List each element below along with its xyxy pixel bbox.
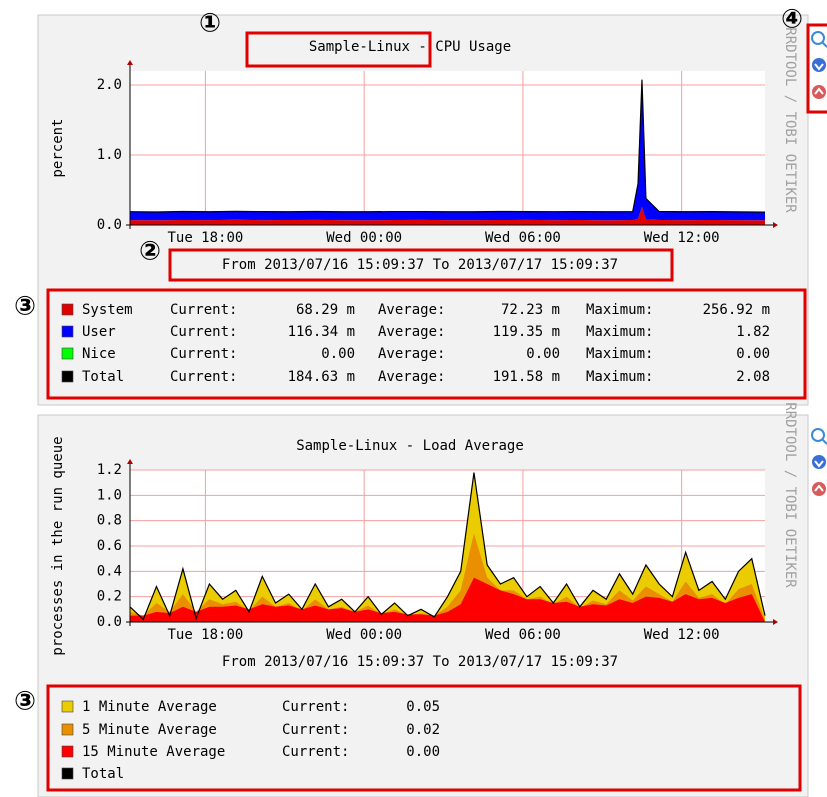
annotation-marker: ① <box>199 9 221 39</box>
move-up-icon[interactable] <box>812 482 826 496</box>
stat-value: 0.00 <box>526 346 560 362</box>
stat-label: Current: <box>170 369 237 385</box>
stat-value: 191.58 m <box>493 369 560 385</box>
x-tick-label: Wed 06:00 <box>485 230 561 246</box>
x-tick-label: Wed 12:00 <box>644 627 720 643</box>
legend-swatch <box>61 347 74 360</box>
x-tick-label: Wed 00:00 <box>326 230 402 246</box>
legend-swatch <box>61 325 74 338</box>
x-tick-label: Wed 00:00 <box>326 627 402 643</box>
date-range: From 2013/07/16 15:09:37 To 2013/07/17 1… <box>222 654 618 670</box>
x-tick-label: Tue 18:00 <box>167 627 243 643</box>
legend-swatch <box>61 370 74 383</box>
annotation-marker: ④ <box>781 5 803 35</box>
y-tick-label: 0.4 <box>97 563 122 579</box>
legend-name: System <box>82 302 133 318</box>
chart-title: Sample-Linux - CPU Usage <box>309 39 511 55</box>
stat-label: Maximum: <box>586 302 653 318</box>
stat-value: 0.00 <box>406 744 440 760</box>
legend-name: User <box>82 324 116 340</box>
annotation-marker: ② <box>139 237 161 267</box>
legend-name: 5 Minute Average <box>82 722 217 738</box>
y-tick-label: 1.0 <box>97 147 122 163</box>
total-line <box>129 472 766 621</box>
annotation-box <box>245 31 432 68</box>
x-tick-label: Tue 18:00 <box>167 230 243 246</box>
stat-value: 2.08 <box>736 369 770 385</box>
area <box>130 577 765 622</box>
stat-label: Current: <box>282 722 349 738</box>
legend-name: Total <box>82 369 124 385</box>
y-tick-label: 0.0 <box>97 217 122 233</box>
stat-label: Current: <box>170 346 237 362</box>
total-line <box>129 79 766 213</box>
y-tick-label: 0.2 <box>97 589 122 605</box>
stat-label: Average: <box>378 346 445 362</box>
legend-swatch <box>61 767 74 780</box>
x-tick-label: Wed 06:00 <box>485 627 561 643</box>
move-up-icon[interactable] <box>812 85 826 99</box>
stat-label: Maximum: <box>586 346 653 362</box>
stat-value: 0.00 <box>321 346 355 362</box>
stat-label: Average: <box>378 324 445 340</box>
stat-value: 119.35 m <box>493 324 560 340</box>
legend-swatch <box>61 745 74 758</box>
stat-label: Current: <box>170 302 237 318</box>
y-tick-label: 1.0 <box>97 487 122 503</box>
move-down-icon[interactable] <box>812 455 826 469</box>
legend-swatch <box>61 303 74 316</box>
y-tick-label: 0.8 <box>97 513 122 529</box>
stat-value: 68.29 m <box>296 302 355 318</box>
plot-area <box>130 71 765 225</box>
stat-label: Current: <box>282 699 349 715</box>
annotation-box <box>806 23 827 114</box>
y-tick-label: 0.0 <box>97 614 122 630</box>
legend-swatch <box>61 723 74 736</box>
annotation-marker: ③ <box>14 687 36 717</box>
stat-value: 1.82 <box>736 324 770 340</box>
chart-title: Sample-Linux - Load Average <box>296 438 524 454</box>
move-down-icon[interactable] <box>812 58 826 72</box>
annotation-marker: ③ <box>14 292 36 322</box>
axis-arrow <box>127 459 133 464</box>
stat-value: 184.63 m <box>288 369 355 385</box>
legend-name: Total <box>82 766 124 782</box>
stat-value: 0.02 <box>406 722 440 738</box>
legend-name: 15 Minute Average <box>82 744 225 760</box>
stat-label: Average: <box>378 302 445 318</box>
stat-value: 0.05 <box>406 699 440 715</box>
watermark: RRDTOOL / TOBI OETIKER <box>782 402 798 588</box>
y-tick-label: 2.0 <box>97 77 122 93</box>
annotation-box <box>46 684 802 792</box>
axis-arrow <box>773 222 778 228</box>
legend-name: Nice <box>82 346 116 362</box>
y-axis-label: percent <box>50 118 66 177</box>
x-tick-label: Wed 12:00 <box>644 230 720 246</box>
annotation-box <box>46 288 807 400</box>
y-tick-label: 1.2 <box>97 462 122 478</box>
y-tick-label: 0.6 <box>97 538 122 554</box>
stat-value: 0.00 <box>736 346 770 362</box>
stat-label: Maximum: <box>586 369 653 385</box>
legend-swatch <box>61 700 74 713</box>
zoom-icon[interactable] <box>811 428 827 445</box>
stat-label: Current: <box>170 324 237 340</box>
axis-arrow <box>127 60 133 65</box>
stat-value: 256.92 m <box>703 302 770 318</box>
watermark: RRDTOOL / TOBI OETIKER <box>782 27 798 213</box>
area <box>130 207 765 225</box>
zoom-icon[interactable] <box>811 31 827 48</box>
annotation-box <box>168 248 674 282</box>
date-range: From 2013/07/16 15:09:37 To 2013/07/17 1… <box>222 257 618 273</box>
stat-value: 72.23 m <box>501 302 560 318</box>
stat-label: Maximum: <box>586 324 653 340</box>
legend-name: 1 Minute Average <box>82 699 217 715</box>
stat-label: Current: <box>282 744 349 760</box>
stat-value: 116.34 m <box>288 324 355 340</box>
y-axis-label: processes in the run queue <box>50 436 66 655</box>
axis-arrow <box>773 619 778 625</box>
stat-label: Average: <box>378 369 445 385</box>
